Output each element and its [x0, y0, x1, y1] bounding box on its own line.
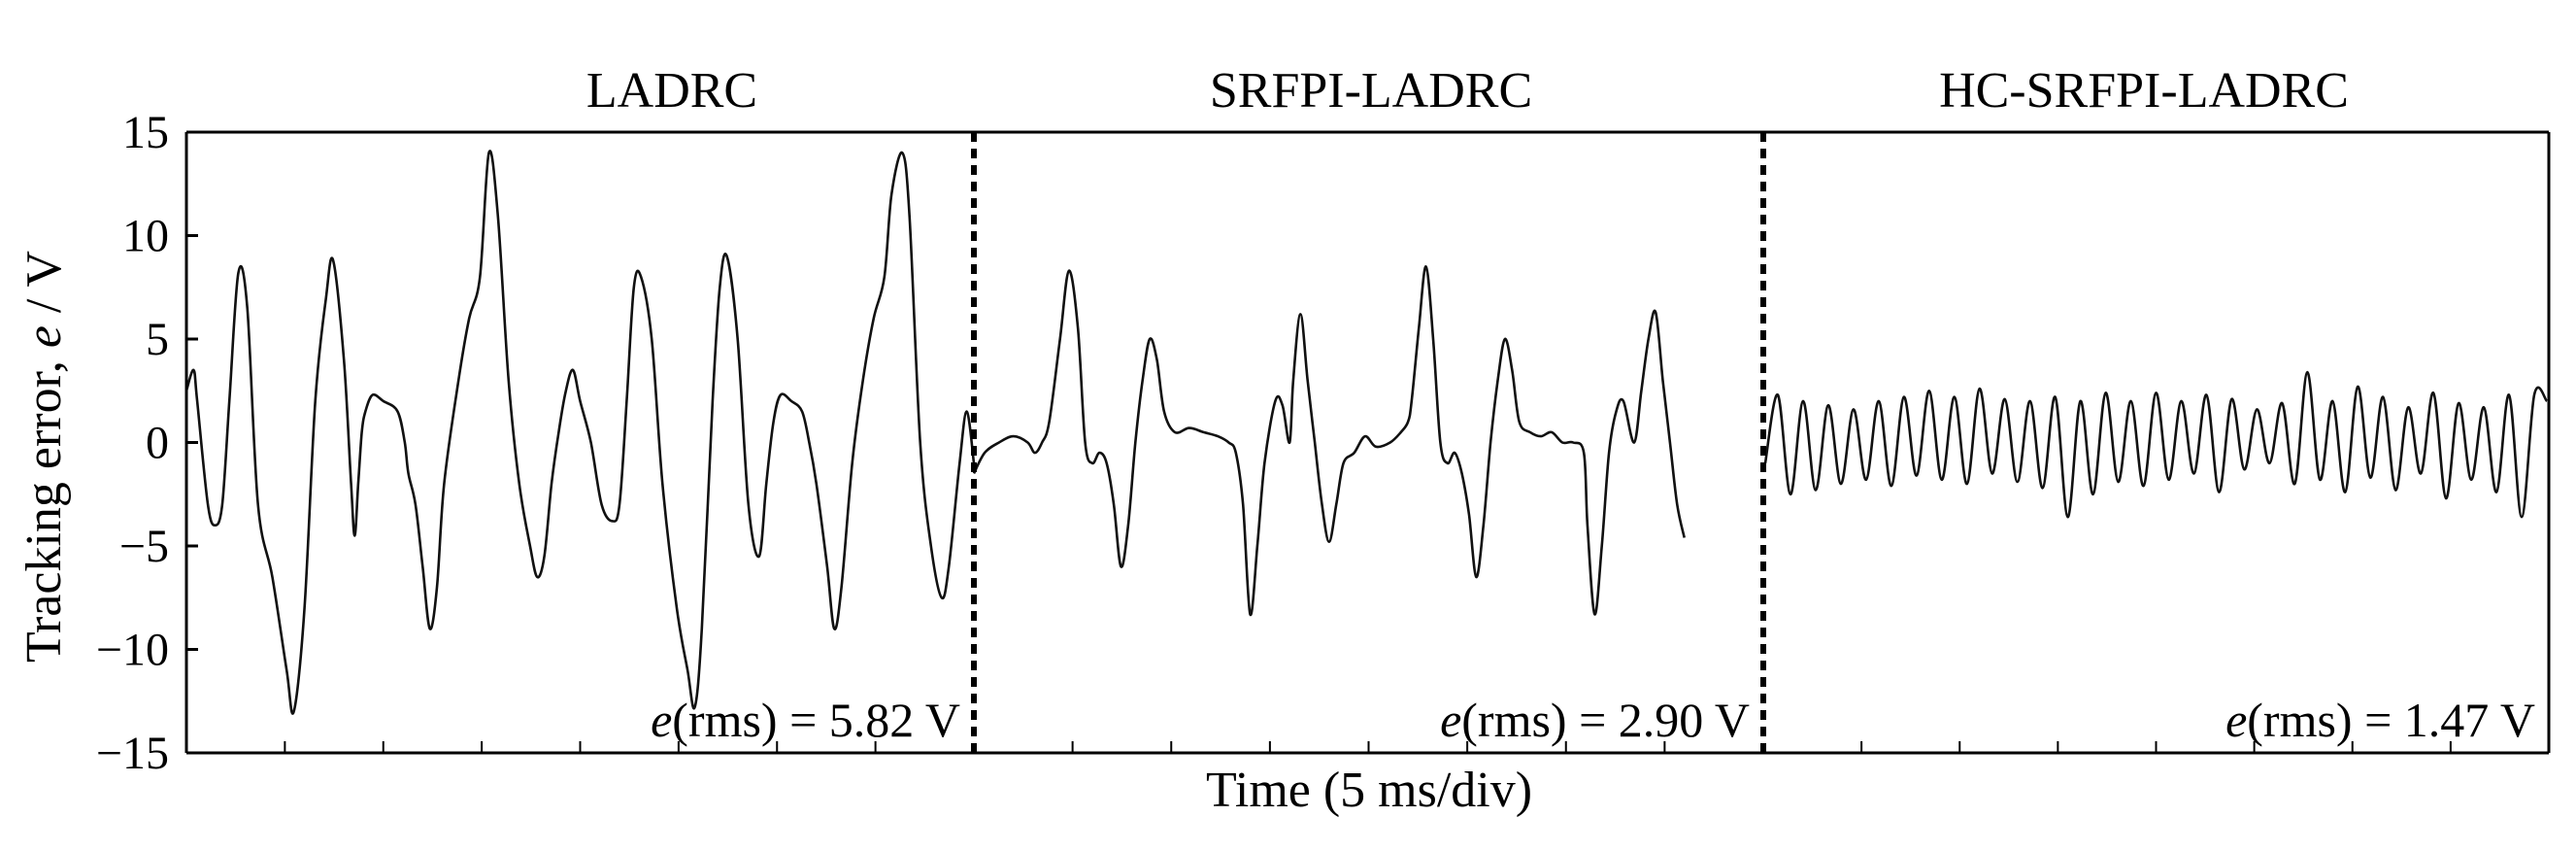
rms-annotation: e(rms) = 5.82 V [651, 693, 960, 747]
y-axis-label: Tracking error, e / V [17, 251, 72, 663]
panel-2: SRFPI-LADRC e(rms) = 2.90 V [972, 63, 1750, 747]
y-tick-label: −5 [119, 521, 169, 572]
series-line-3 [1763, 370, 2549, 519]
axes-layer [184, 130, 2551, 755]
panel-1: LADRC e(rms) = 5.82 V [184, 63, 976, 747]
y-tick-label: 0 [146, 418, 169, 469]
y-tick-label: −10 [96, 625, 169, 676]
rms-annotation: e(rms) = 2.90 V [1440, 693, 1750, 747]
y-tick-label: −15 [96, 728, 169, 779]
panel-title: SRFPI-LADRC [1210, 63, 1532, 119]
y-tick-label: 10 [122, 211, 169, 262]
panel-3: HC-SRFPI-LADRC e(rms) = 1.47 V [1763, 63, 2549, 747]
series-line-1 [184, 150, 976, 715]
panels-layer: LADRC e(rms) = 5.82 V SRFPI-LADRC e(rms) = … [184, 63, 2549, 747]
y-ticks-layer: 15 10 5 0 −5 −10 −15 [96, 107, 2452, 779]
series-line-2 [972, 265, 1686, 617]
panel-title: HC-SRFPI-LADRC [1939, 63, 2349, 119]
y-tick-label: 15 [122, 107, 169, 158]
y-tick-label: 5 [146, 314, 169, 365]
panel-title: LADRC [586, 63, 757, 119]
x-axis-label: Time (5 ms/div) [1206, 763, 1532, 818]
rms-annotation: e(rms) = 1.47 V [2225, 693, 2535, 747]
